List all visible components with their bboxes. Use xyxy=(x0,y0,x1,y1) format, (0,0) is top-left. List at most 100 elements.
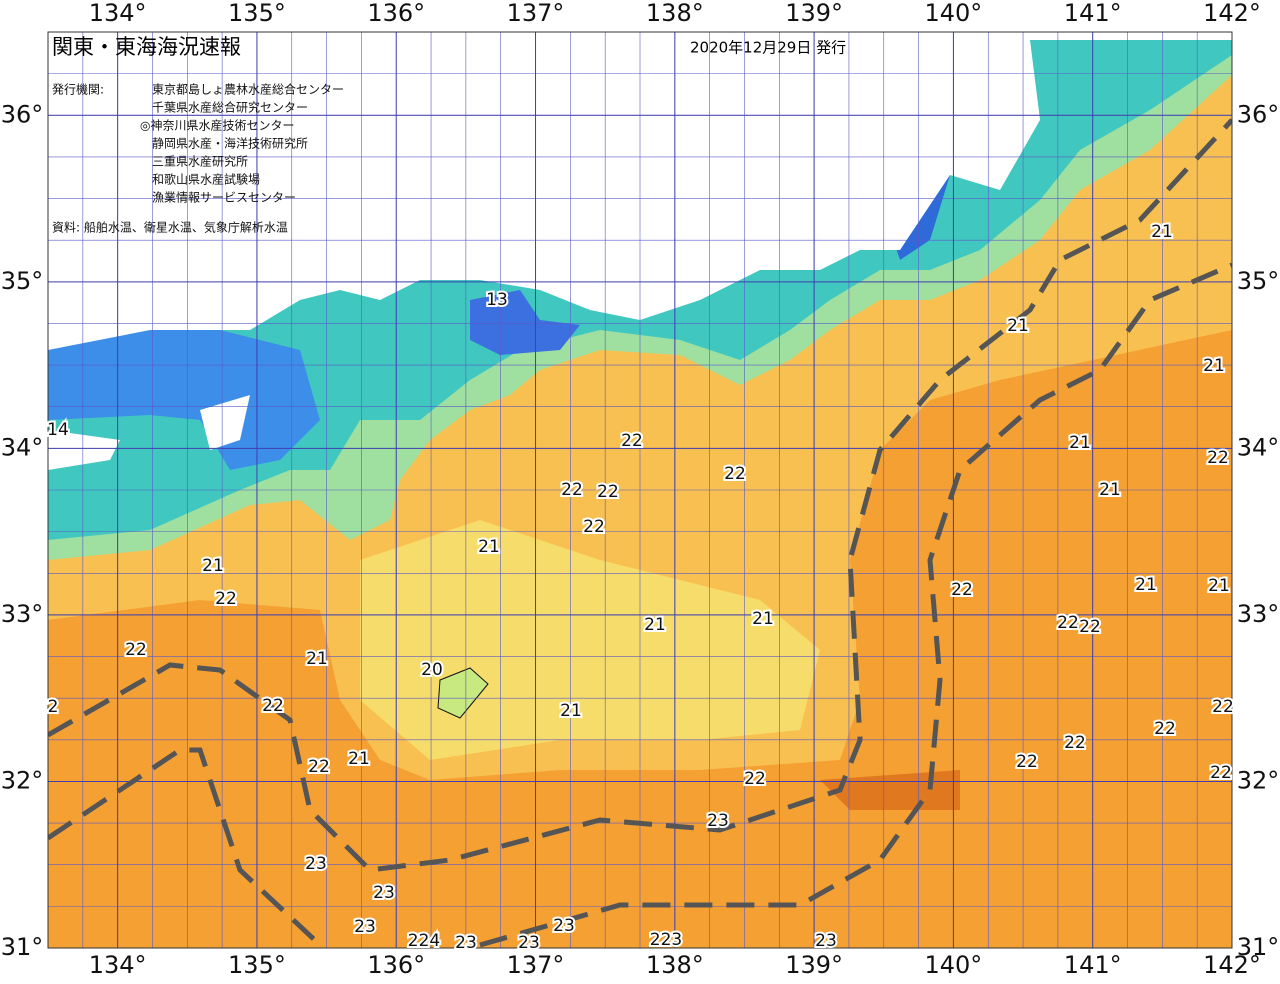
contour-label: 22 xyxy=(1064,733,1086,753)
lon-tick-label: 142° xyxy=(1203,951,1261,979)
contour-label: 14 xyxy=(47,420,69,440)
lon-tick-label: 139° xyxy=(785,0,843,27)
contour-label: 13 xyxy=(486,290,508,310)
lon-tick-label: 142° xyxy=(1203,0,1261,27)
lat-tick-label: 34° xyxy=(1,433,44,461)
lat-tick-label: 33° xyxy=(1,600,44,628)
data-source: 資料: 船舶水温、衛星水温、気象庁解析水温 xyxy=(52,220,288,235)
contour-label: 21 xyxy=(644,615,666,635)
issuer: 千葉県水産総合研究センター xyxy=(152,100,308,115)
lat-tick-label: 32° xyxy=(1237,766,1280,794)
contour-label: 22 xyxy=(262,696,284,716)
issue-date: 2020年12月29日 発行 xyxy=(690,39,846,57)
map-area xyxy=(48,32,1232,948)
issuer: ◎神奈川県水産技術センター xyxy=(140,118,294,133)
contour-label: 22 xyxy=(1207,448,1229,468)
contour-label: 23 xyxy=(553,916,575,936)
lat-tick-label: 34° xyxy=(1237,433,1280,461)
lon-tick-label: 134° xyxy=(89,0,147,27)
lat-tick-label: 32° xyxy=(1,766,44,794)
contour-label: 22 xyxy=(1016,752,1038,772)
issuer: 漁業情報サービスセンター xyxy=(152,191,296,205)
contour-label: 23 xyxy=(455,933,477,953)
bay-water xyxy=(470,290,580,355)
lon-tick-label: 137° xyxy=(507,951,565,979)
contour-label: 21 xyxy=(202,556,224,576)
contour-label: 22 xyxy=(1057,613,1079,633)
lon-tick-label: 136° xyxy=(367,0,425,27)
island xyxy=(200,395,250,450)
contour-label: 22 xyxy=(215,589,237,609)
contour-label: 21 xyxy=(1208,576,1230,596)
contour-label: 223 xyxy=(650,930,682,950)
lon-tick-label: 135° xyxy=(228,951,286,979)
lon-tick-label: 141° xyxy=(1064,0,1122,27)
contour-label: 22 xyxy=(1212,697,1234,717)
contour-label: 22 xyxy=(724,464,746,484)
issuer: 静岡県水産・海洋技術研究所 xyxy=(152,136,308,151)
issuer: 和歌山県水産試験場 xyxy=(152,172,260,187)
lat-tick-label: 36° xyxy=(1237,100,1280,128)
contour-label: 22 xyxy=(597,482,619,502)
lon-tick-label: 137° xyxy=(507,0,565,27)
lon-tick-label: 139° xyxy=(785,951,843,979)
issuer: 三重県水産研究所 xyxy=(152,154,248,169)
cold-spot xyxy=(437,667,489,719)
lon-tick-label: 136° xyxy=(367,951,425,979)
contour-label: 23 xyxy=(305,854,327,874)
contour-label: 22 xyxy=(1210,763,1232,783)
contour-label: 21 xyxy=(478,537,500,557)
contour-label: 22 xyxy=(561,480,583,500)
contour-label: 22 xyxy=(1079,617,1101,637)
lon-tick-label: 141° xyxy=(1064,951,1122,979)
contour-label: 2 xyxy=(48,697,59,717)
lat-tick-label: 33° xyxy=(1237,600,1280,628)
contour-label: 20 xyxy=(421,660,443,680)
lat-tick-label: 35° xyxy=(1,267,44,295)
lon-tick-label: 135° xyxy=(228,0,286,27)
contour-label: 21 xyxy=(752,609,774,629)
land xyxy=(48,430,120,470)
contour-label: 21 xyxy=(1007,316,1029,336)
contour-label: 22 xyxy=(125,640,147,660)
lat-tick-label: 31° xyxy=(1,933,44,961)
contour-label: 22 xyxy=(621,431,643,451)
grid xyxy=(48,32,1232,948)
lat-tick-label: 35° xyxy=(1237,267,1280,295)
contour-label: 23 xyxy=(518,933,540,953)
lat-tick-label: 36° xyxy=(1,100,44,128)
contour-label: 22 xyxy=(744,769,766,789)
contour-label: 21 xyxy=(1135,575,1157,595)
contour-label: 21 xyxy=(560,701,582,721)
contour-label: 22 xyxy=(308,757,330,777)
lon-tick-label: 140° xyxy=(925,951,983,979)
contour-label: 22 xyxy=(583,517,605,537)
warm-spot xyxy=(820,770,960,810)
contour-label: 23 xyxy=(707,811,729,831)
contour-label: 21 xyxy=(1099,480,1121,500)
lon-tick-label: 138° xyxy=(646,0,704,27)
lon-tick-label: 134° xyxy=(89,951,147,979)
contour-label: 21 xyxy=(306,649,328,669)
contour-label: 21 xyxy=(1203,356,1225,376)
lon-tick-label: 140° xyxy=(925,0,983,27)
current-axis xyxy=(48,118,1232,948)
contour-label: 21 xyxy=(1151,222,1173,242)
contour-label: 224 xyxy=(408,931,440,951)
contour-label: 23 xyxy=(373,883,395,903)
lat-tick-label: 31° xyxy=(1237,933,1280,961)
contour-label: 22 xyxy=(1154,719,1176,739)
issuer: 東京都島しょ農林水産総合センター xyxy=(152,82,344,97)
bay-water xyxy=(48,320,320,470)
map-title: 関東・東海海況速報 xyxy=(52,35,241,59)
contour-label: 23 xyxy=(354,917,376,937)
issuers-label: 発行機関: xyxy=(52,82,104,97)
lon-tick-label: 138° xyxy=(646,951,704,979)
contour-label: 21 xyxy=(348,749,370,769)
contour-label: 22 xyxy=(951,580,973,600)
map-frame xyxy=(47,31,1233,949)
